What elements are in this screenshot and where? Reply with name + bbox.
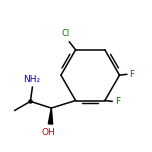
Text: F: F (115, 97, 120, 106)
Text: OH: OH (42, 128, 56, 137)
Text: Cl: Cl (61, 29, 70, 38)
Text: NH₂: NH₂ (24, 75, 41, 85)
Polygon shape (48, 108, 53, 124)
Text: F: F (130, 70, 135, 79)
